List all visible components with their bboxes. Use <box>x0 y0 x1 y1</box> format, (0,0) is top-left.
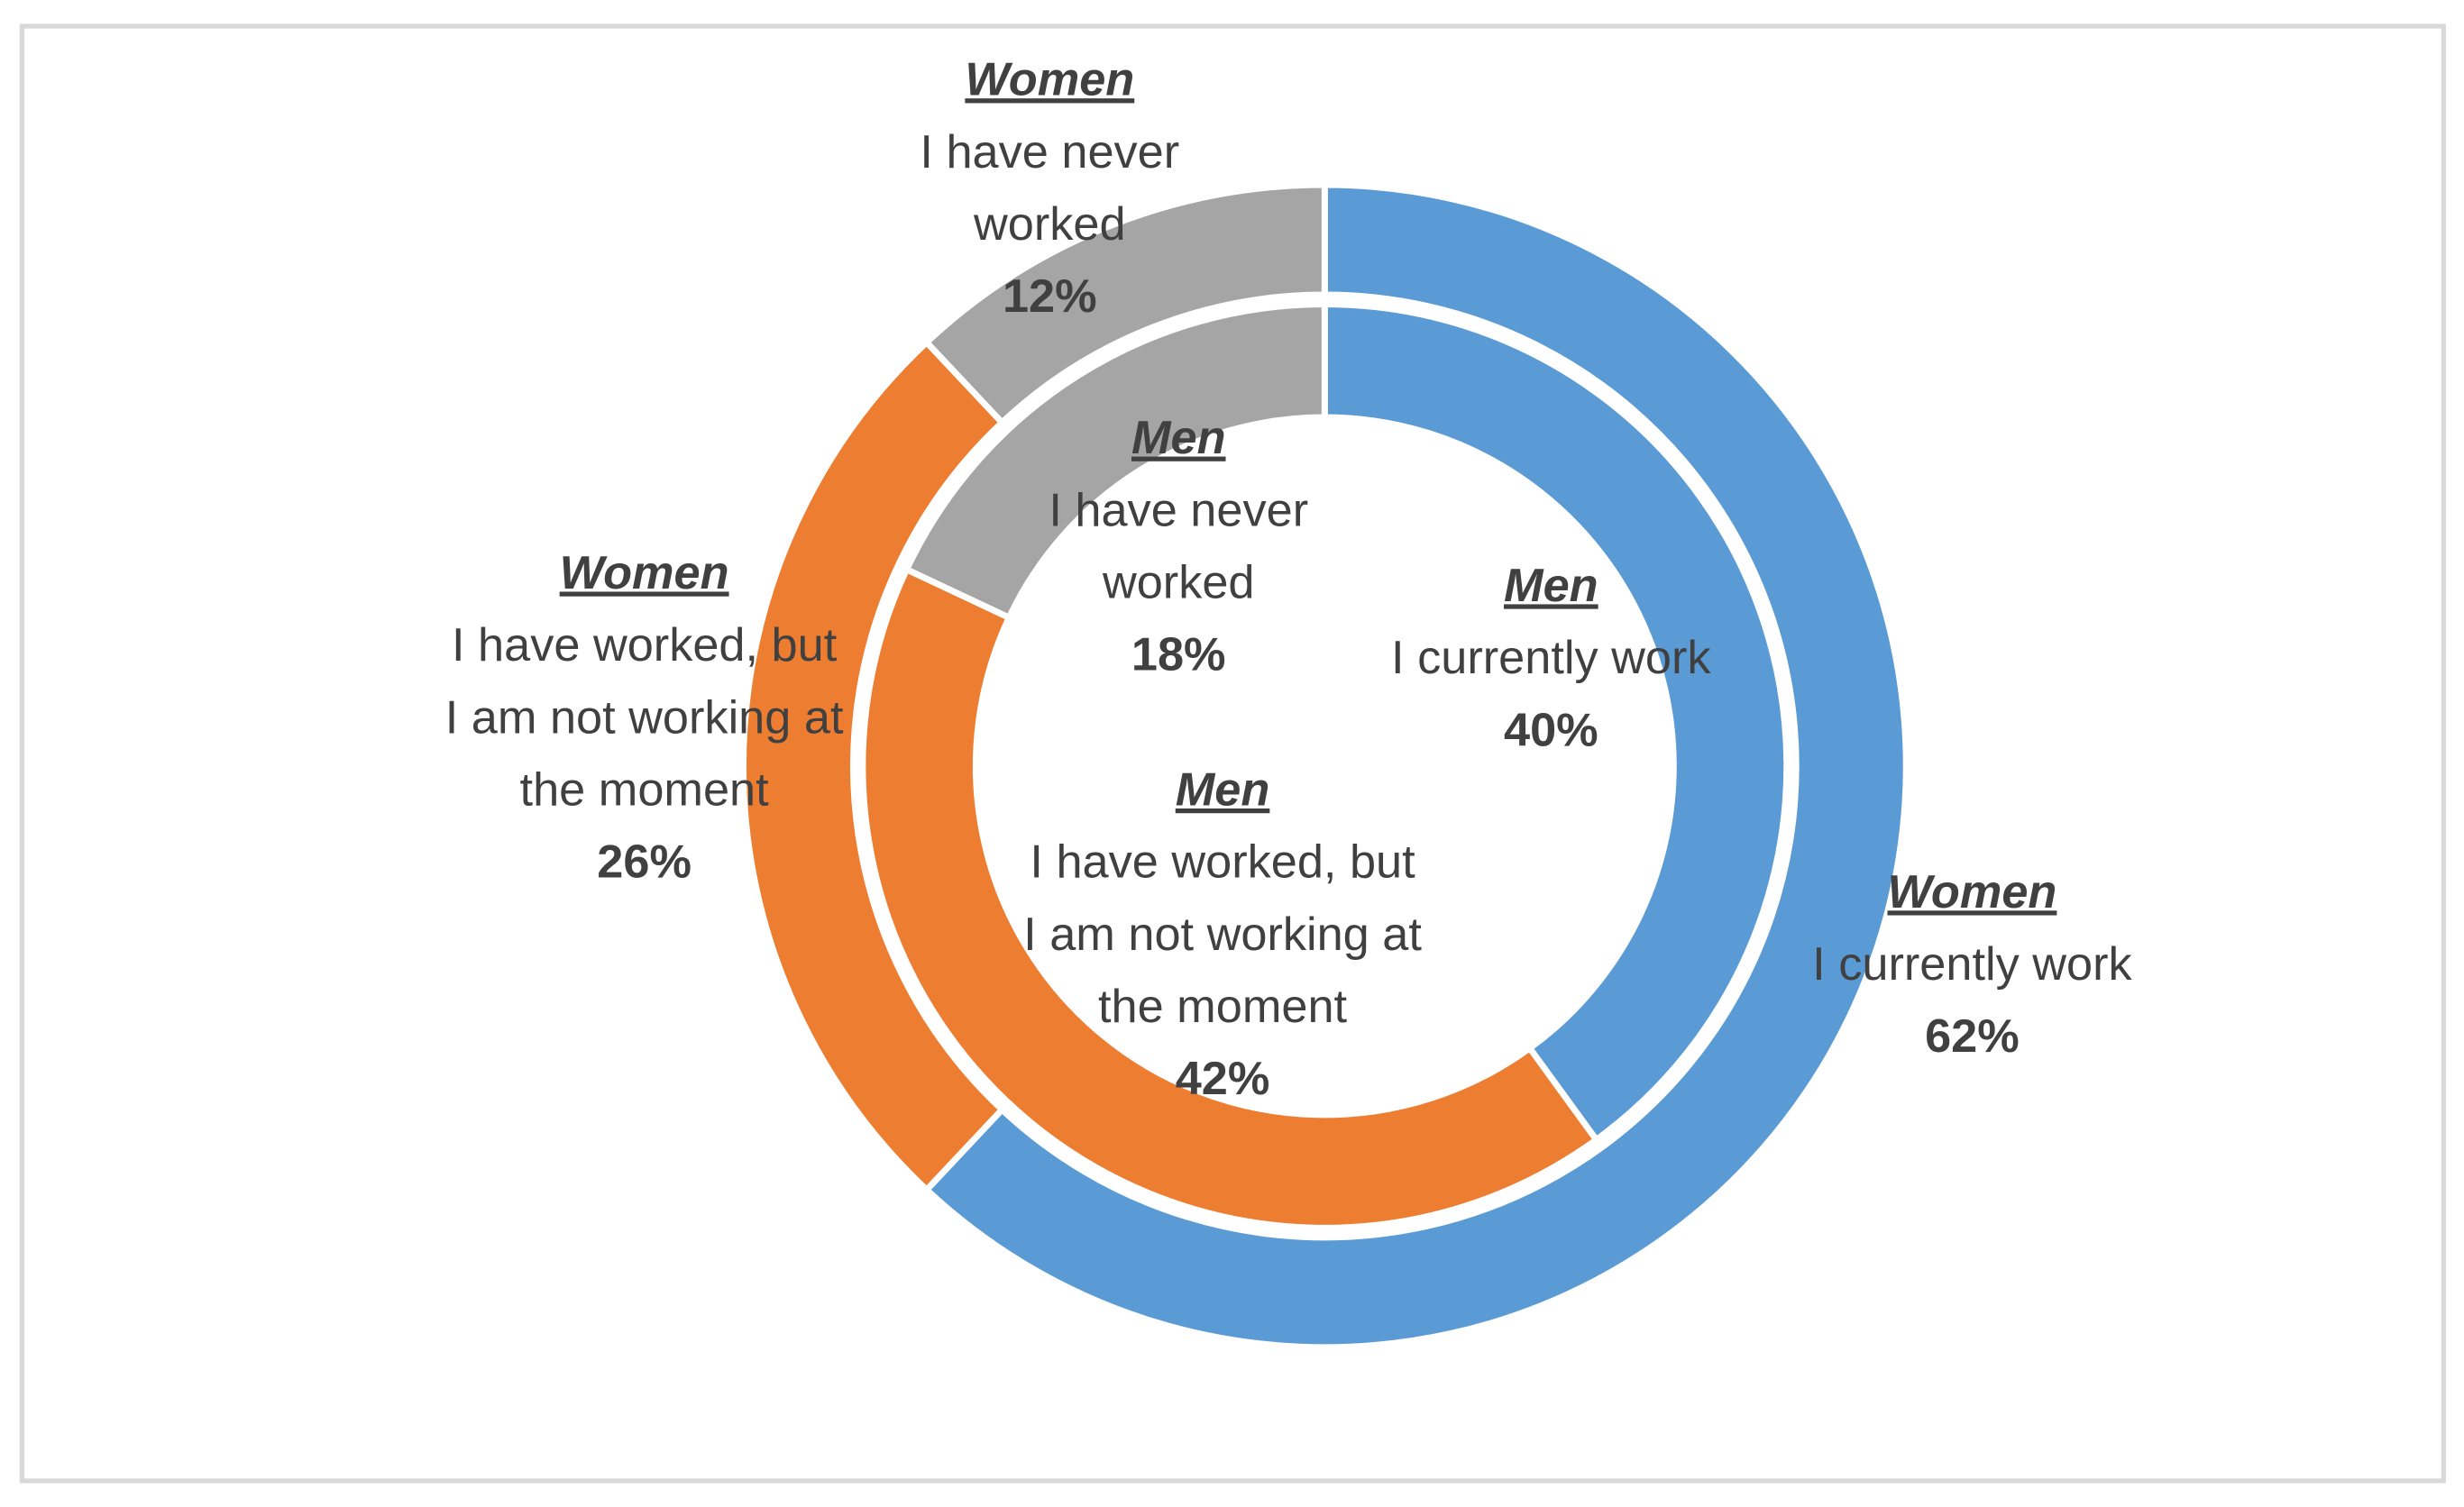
value-label: 26% <box>597 836 692 889</box>
ring-segment <box>1321 301 1791 1145</box>
value-label: 62% <box>1925 1010 2020 1064</box>
data-label: Men I currently work 40% <box>1331 551 1771 768</box>
category-label: I have never worked <box>1049 484 1309 609</box>
labels: Women I currently work 62% Women I have work… <box>440 45 2208 1117</box>
data-label-box: Men I currently work 40% <box>1331 551 1771 768</box>
category-label: I have never worked <box>920 126 1180 251</box>
series-name: Women <box>965 54 1135 106</box>
category-label: I currently work <box>1391 632 1711 685</box>
data-label-box: Men I have never worked 18% <box>1006 403 1351 692</box>
data-label-box: Women I have never worked 12% <box>877 45 1223 334</box>
series-name: Men <box>1175 764 1270 817</box>
series-name: Men <box>1131 412 1226 465</box>
data-label-box: Men I have worked, but I am not working a… <box>1018 755 1426 1117</box>
data-label: Women I currently work 62% <box>1736 857 2208 1074</box>
value-label: 18% <box>1131 629 1226 681</box>
data-label: Women I have worked, but I am not working… <box>440 538 848 900</box>
data-label: Men I have never worked 18% <box>1006 403 1351 692</box>
rings <box>739 181 1910 1351</box>
ring-segment <box>921 181 1910 1351</box>
category-label: I have worked, but I am not working at t… <box>444 619 844 817</box>
category-label: I have worked, but I am not working at t… <box>1023 836 1422 1034</box>
value-label: 42% <box>1175 1053 1270 1106</box>
ring-segment <box>921 181 1328 427</box>
value-label: 40% <box>1503 704 1598 757</box>
data-label-box: Women I currently work 62% <box>1736 857 2208 1074</box>
ring-segment <box>859 565 1601 1231</box>
series-name: Men <box>1504 560 1598 613</box>
value-label: 12% <box>1002 270 1097 324</box>
ring-segment <box>739 337 1007 1194</box>
ring-segment <box>902 301 1328 622</box>
data-label: Men I have worked, but I am not working a… <box>1018 755 1426 1117</box>
data-label-box: Women I have worked, but I am not working… <box>440 538 848 900</box>
data-label: Women I have never worked 12% <box>877 45 1223 334</box>
series-name: Women <box>1887 866 2057 919</box>
series-name: Women <box>559 547 729 600</box>
category-label: I currently work <box>1812 938 2132 991</box>
